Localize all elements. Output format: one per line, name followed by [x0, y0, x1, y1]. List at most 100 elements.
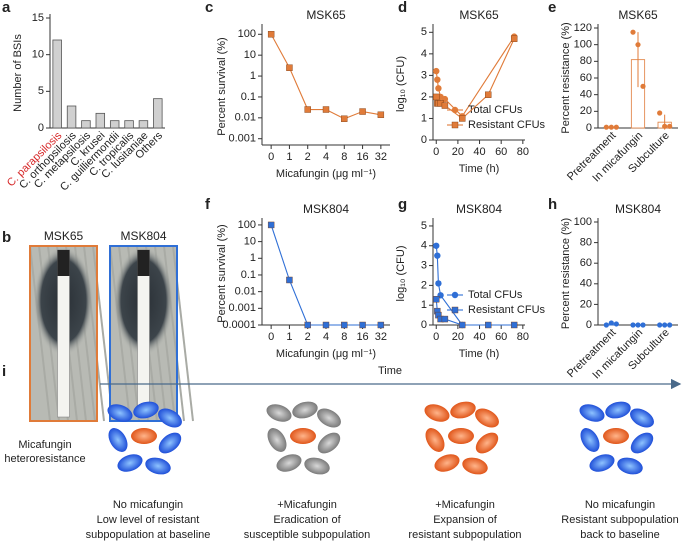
x-tick-label: 80 — [517, 146, 529, 158]
y-axis-label: Percent resistance (%) — [560, 218, 572, 329]
cell — [450, 401, 476, 419]
cell — [424, 404, 450, 422]
data-point — [286, 64, 293, 71]
data-point — [286, 276, 293, 284]
data-point — [613, 124, 619, 130]
chart-title: MSK65 — [618, 8, 658, 22]
data-point — [304, 106, 311, 113]
data-point — [267, 31, 275, 38]
legend-label: Total CFUs — [468, 289, 523, 301]
x-tick-label: 4 — [323, 151, 329, 163]
cell — [317, 408, 341, 428]
bar — [52, 39, 62, 129]
bar — [109, 120, 120, 129]
y-tick-label: 100 — [238, 28, 256, 40]
cell — [266, 404, 292, 422]
x-tick-label: 2 — [305, 331, 311, 343]
x-tick-label: 4 — [323, 331, 329, 343]
stage-caption: Low level of resistant — [97, 514, 200, 526]
cell — [589, 454, 615, 472]
data-point — [608, 320, 614, 326]
data-point — [441, 102, 449, 109]
y-tick-label: 0.01 — [235, 112, 256, 124]
panel-label: f — [205, 196, 211, 213]
stage-caption: susceptible subpopulation — [244, 529, 371, 541]
chart-title: MSK804 — [456, 202, 502, 216]
y-tick-label: 0 — [421, 134, 427, 146]
cell — [605, 401, 631, 419]
x-tick-label: 16 — [356, 151, 368, 163]
y-tick-label: 100 — [238, 219, 256, 231]
panel-label: g — [398, 196, 407, 213]
data-point — [662, 123, 668, 129]
x-axis-label: Time (h) — [459, 348, 500, 360]
bar — [95, 112, 106, 129]
x-tick-label: 16 — [356, 331, 368, 343]
x-tick-label: 20 — [452, 331, 464, 343]
data-point — [341, 115, 348, 122]
stage-caption: resistant subpopulation — [408, 529, 521, 541]
legend-marker — [451, 121, 459, 129]
y-tick-label: 80 — [580, 237, 592, 249]
panel-label: e — [548, 0, 556, 16]
y-tick-label: 0 — [586, 319, 592, 331]
y-tick-label: 40 — [580, 89, 592, 101]
stage-caption: Eradication of — [273, 514, 341, 526]
stage-caption: Expansion of — [433, 514, 498, 526]
y-tick-label: 10 — [32, 49, 44, 61]
data-point — [433, 296, 440, 303]
y-tick-label: 60 — [580, 72, 592, 84]
y-tick-label: 4 — [421, 48, 427, 60]
x-axis-label: Micafungin (μg ml⁻¹) — [276, 348, 376, 360]
panel-label: i — [2, 363, 6, 380]
data-point — [267, 221, 275, 229]
y-tick-label: 20 — [580, 105, 592, 117]
legend-label: Resistant CFUs — [468, 119, 546, 131]
data-point — [434, 76, 441, 83]
frame — [29, 245, 98, 422]
x-tick-label: 1 — [286, 331, 292, 343]
y-tick-label: 60 — [580, 257, 592, 269]
cell — [425, 428, 445, 452]
data-point — [441, 315, 449, 323]
cell — [290, 428, 316, 444]
y-tick-label: 100 — [574, 39, 592, 51]
cell — [462, 457, 488, 475]
y-tick-label: 0.1 — [241, 91, 256, 103]
x-tick-label: 0 — [433, 331, 439, 343]
cell — [475, 432, 499, 454]
legend-marker — [451, 291, 459, 299]
data-point — [435, 85, 442, 92]
x-tick-label: 8 — [341, 331, 347, 343]
bar — [66, 105, 77, 129]
data-point — [657, 110, 663, 116]
y-tick-label: 2 — [421, 91, 427, 103]
legend-marker — [451, 306, 459, 314]
y-tick-label: 20 — [580, 298, 592, 310]
cell — [131, 428, 157, 444]
cell — [630, 408, 654, 428]
data-point — [304, 321, 311, 329]
x-tick-label: 60 — [495, 331, 507, 343]
data-point — [433, 93, 440, 101]
y-tick-label: 100 — [574, 216, 592, 228]
line — [270, 224, 381, 326]
data-point — [630, 29, 636, 35]
data-point — [322, 106, 330, 113]
cell — [580, 428, 600, 452]
data-point — [630, 322, 636, 328]
y-tick-label: 5 — [38, 85, 44, 97]
panel-label: a — [2, 0, 11, 16]
y-tick-label: 0 — [586, 122, 592, 134]
row-label: Micafungin — [18, 439, 71, 451]
y-axis-label: log₁₀ (CFU) — [395, 56, 407, 112]
data-point — [433, 67, 440, 75]
x-axis-label: Micafungin (μg ml⁻¹) — [276, 168, 376, 180]
y-tick-label: 40 — [580, 278, 592, 290]
line — [270, 34, 381, 120]
cell — [117, 454, 143, 472]
x-tick-label: 60 — [495, 146, 507, 158]
y-tick-label: 1 — [250, 70, 256, 82]
